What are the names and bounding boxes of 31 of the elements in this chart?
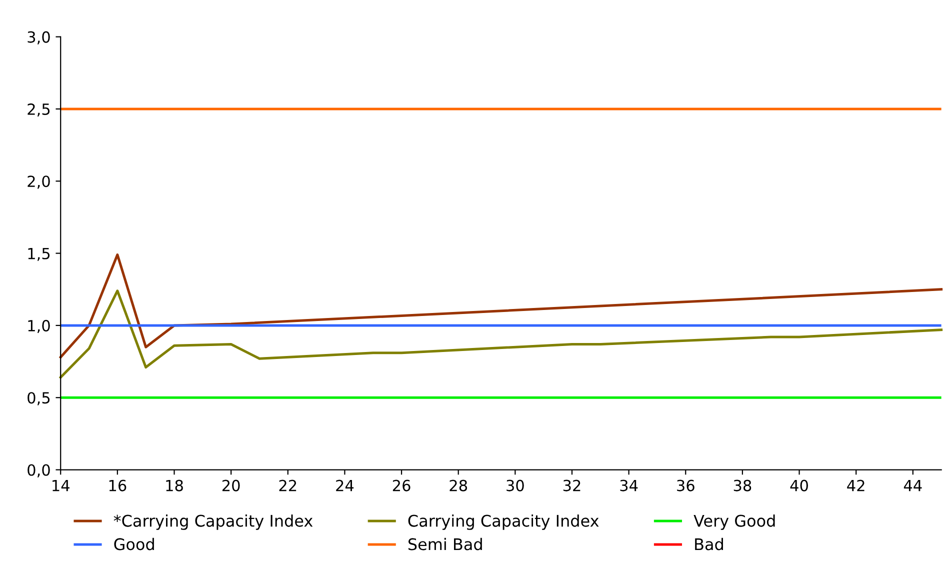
y-tick-label: 3,0: [28, 31, 50, 44]
legend-label: Semi Bad: [408, 538, 482, 550]
x-tick-label: 22: [279, 480, 296, 492]
x-tick-label: 42: [847, 480, 864, 492]
x-tick-label: 16: [109, 480, 126, 492]
x-tick-label: 40: [790, 480, 808, 492]
legend-label: Very Good: [694, 514, 775, 530]
x-tick-label: 38: [734, 480, 752, 492]
x-tick-label: 36: [677, 480, 694, 492]
y-tick-label: 0,0: [28, 464, 50, 478]
line-series: [59, 290, 943, 379]
x-tick-label: 28: [450, 480, 468, 492]
y-tick-label: 1,0: [28, 320, 50, 334]
legend-label: *Carrying Capacity Index: [114, 514, 313, 530]
legend-label: Carrying Capacity Index: [408, 514, 599, 530]
x-tick-label: 34: [620, 480, 638, 492]
y-tick-label: 0,5: [28, 392, 50, 406]
legend-label: Bad: [695, 538, 723, 550]
x-tick-label: 30: [506, 480, 524, 492]
x-tick-label: 44: [904, 480, 922, 492]
y-tick-label: 2,5: [28, 103, 50, 117]
x-tick-label: 14: [52, 480, 70, 492]
x-tick-label: 20: [222, 480, 240, 492]
legend-label: Good: [114, 538, 154, 550]
y-tick-label: 1,5: [28, 248, 50, 261]
x-tick-label: 32: [563, 480, 580, 492]
x-tick-label: 24: [336, 480, 354, 492]
line-series: [59, 253, 943, 358]
x-tick-label: 26: [392, 480, 410, 492]
x-tick-label: 18: [166, 480, 183, 492]
y-tick-label: 2,0: [28, 176, 50, 189]
